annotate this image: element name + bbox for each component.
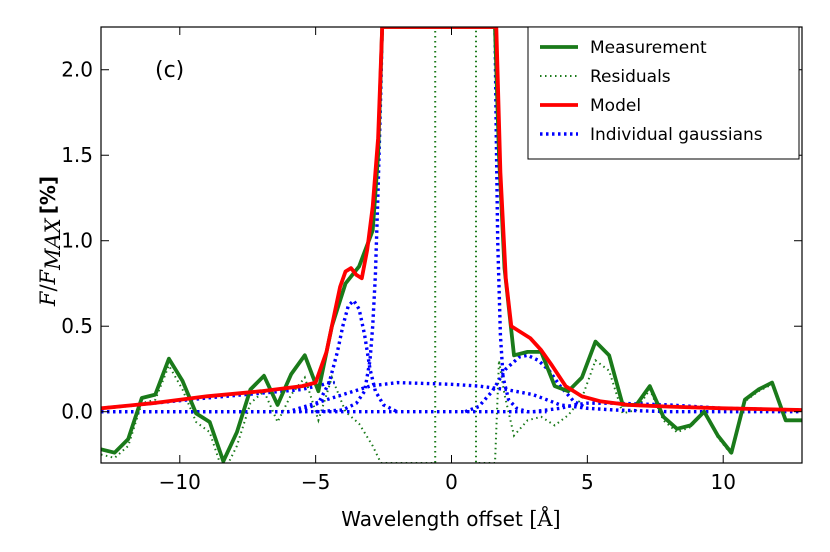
y-label-sub: MAX — [41, 217, 65, 271]
series-individual-gaussians-2 — [101, 380, 802, 414]
series-individual-gaussians-5 — [493, 27, 547, 414]
x-axis-label: Wavelength offset [Å] — [341, 506, 561, 531]
series-individual-gaussians-6 — [464, 353, 589, 414]
legend-label-model: Model — [590, 96, 641, 116]
y-axis-label: F/FMAX[%] — [36, 176, 65, 307]
legend-label-gaussians: Individual gaussians — [590, 125, 763, 145]
plot-content — [101, 27, 802, 463]
x-axis-unit: [Å] — [529, 506, 561, 531]
x-axis-label-text: Wavelength offset — [341, 507, 523, 531]
series-individual-gaussians-3 — [298, 297, 398, 414]
y-label-unit: [%] — [36, 176, 60, 214]
legend-box — [527, 26, 800, 160]
y-tick-label: 1.0 — [61, 229, 93, 253]
y-label-slash: / — [36, 284, 60, 292]
legend: Measurement Residuals Model Individual g… — [527, 26, 800, 160]
x-tick-label: 0 — [445, 470, 458, 494]
y-label-f: F — [36, 290, 60, 307]
y-tick-label: 2.0 — [61, 58, 93, 82]
y-tick-label: 0.0 — [61, 400, 93, 424]
y-label-f2: F — [36, 268, 60, 285]
series-model — [101, 27, 802, 412]
x-tick-label: 5 — [581, 470, 594, 494]
x-tick-label: −10 — [159, 470, 201, 494]
axis-ticks: −10 −5 0 5 10 0.0 0.5 1.0 1.5 2.0 — [61, 27, 802, 494]
x-tick-label: 10 — [710, 470, 735, 494]
x-tick-label: −5 — [301, 470, 330, 494]
legend-label-residuals: Residuals — [590, 67, 671, 87]
legend-label-measurement: Measurement — [590, 38, 707, 58]
panel-label: (c) — [155, 58, 184, 83]
y-tick-label: 0.5 — [61, 314, 93, 338]
y-tick-label: 1.5 — [61, 143, 93, 167]
